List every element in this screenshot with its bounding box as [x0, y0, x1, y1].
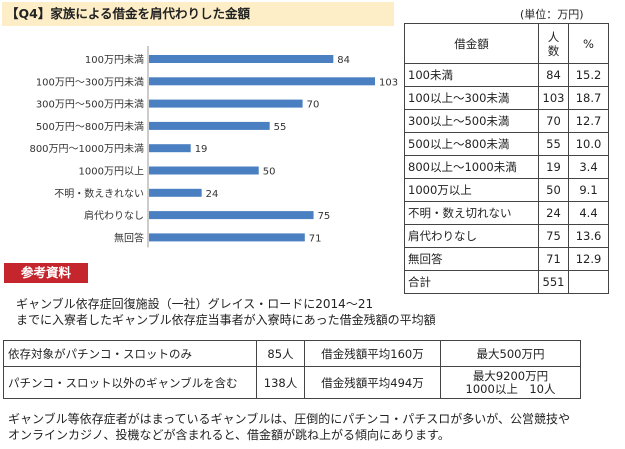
bar: [149, 211, 314, 220]
row-percent: 15.2: [568, 63, 609, 87]
row-count: 24: [538, 201, 569, 225]
value-label: 70: [307, 100, 320, 111]
row-percent: 10.0: [568, 132, 609, 156]
value-label: 24: [206, 189, 219, 200]
ref-avg-1: 借金残額平均160万: [304, 340, 441, 367]
ref-max-2-line1: 最大9200万円: [472, 368, 549, 383]
bar: [149, 144, 191, 153]
row-amount: 無回答: [404, 247, 539, 271]
total-empty: [568, 270, 609, 294]
value-label: 50: [263, 167, 276, 178]
row-count: 55: [538, 132, 569, 156]
value-label: 55: [274, 122, 287, 133]
row-percent: 13.6: [568, 224, 609, 248]
reference-intro-line2: までに入寮者したギャンブル依存症当事者が入寮時にあった借金残額の平均額: [16, 313, 436, 327]
total-value: 551: [538, 270, 569, 294]
reference-intro-line1: ギャンブル依存症回復施設（一社）グレイス・ロードに2014～21: [16, 297, 374, 311]
row-count: 19: [538, 155, 569, 179]
row-count: 50: [538, 178, 569, 202]
total-label: 合計: [404, 270, 539, 294]
header-percent: %: [568, 23, 609, 64]
table-row: パチンコ・スロット以外のギャンブルを含む 138人 借金残額平均494万 最大9…: [3, 366, 581, 399]
row-amount: 300以上～500未満: [404, 109, 539, 133]
category-label: 肩代わりなし: [84, 209, 144, 222]
table-row: 100以上～300未満 103 18.7: [404, 86, 609, 110]
row-percent: 9.1: [568, 178, 609, 202]
row-percent: 4.4: [568, 201, 609, 225]
reference-table: 依存対象がパチンコ・スロットのみ 85人 借金残額平均160万 最大500万円 …: [3, 340, 581, 399]
row-amount: 100未満: [404, 63, 539, 87]
bar: [149, 55, 334, 63]
footer-line1: ギャンブル等依存症者がはまっているギャンブルは、圧倒的にパチンコ・パチスロが多い…: [8, 412, 570, 426]
table-row: 無回答 71 12.9: [404, 247, 609, 271]
bar: [149, 188, 202, 197]
bar: [149, 99, 303, 108]
value-label: 19: [195, 144, 208, 155]
row-amount: 肩代わりなし: [404, 224, 539, 248]
row-amount: 500以上～800未満: [404, 132, 539, 156]
category-label: 100万円未満: [85, 54, 144, 66]
ref-target-2: パチンコ・スロット以外のギャンブルを含む: [3, 366, 257, 399]
table-row: 100未満 84 15.2: [404, 63, 609, 87]
bar-chart: 100万円未満 84 100万円～300万円未満 103 300万円～500万円未満 70…: [29, 46, 398, 248]
row-percent: 12.7: [568, 109, 609, 133]
row-count: 70: [538, 109, 569, 133]
table-row: 300以上～500未満 70 12.7: [404, 109, 609, 133]
ref-count-2: 138人: [256, 366, 305, 399]
row-count: 71: [538, 247, 569, 271]
unit-label: (単位：万円): [520, 8, 584, 21]
row-amount: 不明・数え切れない: [404, 201, 539, 225]
category-label: 不明・数えきれない: [54, 187, 144, 200]
chart-title: 【Q4】家族による借金を肩代わりした金額: [2, 2, 394, 26]
table-row: 不明・数え切れない 24 4.4: [404, 201, 609, 225]
bar: [149, 121, 270, 130]
value-label: 71: [309, 233, 322, 244]
footer-line2: オンラインカジノ、投機などが含まれると、借金額が跳ね上がる傾向にあります。: [8, 428, 450, 442]
ref-max-2-line2: 1000以上 10人: [465, 381, 556, 396]
table-row: 800以上～1000未満 19 3.4: [404, 155, 609, 179]
row-percent: 3.4: [568, 155, 609, 179]
table-row: 肩代わりなし 75 13.6: [404, 224, 609, 248]
bar: [149, 233, 305, 242]
value-label: 84: [337, 55, 350, 66]
reference-badge: 参考資料: [4, 263, 88, 283]
row-amount: 100以上～300未満: [404, 86, 539, 110]
ref-max-1: 最大500万円: [440, 340, 581, 367]
category-label: 100万円～300万円未満: [36, 76, 144, 88]
category-label: 800万円～1000万円未満: [29, 143, 144, 155]
row-count: 75: [538, 224, 569, 248]
header-count: 人数: [538, 23, 569, 64]
row-amount: 1000万以上: [404, 178, 539, 202]
row-count: 84: [538, 63, 569, 87]
value-label: 75: [318, 211, 331, 222]
category-label: 無回答: [114, 231, 144, 244]
table-header-row: 借金額 人数 %: [404, 23, 609, 64]
value-label: 103: [379, 77, 398, 88]
bar: [149, 77, 375, 86]
ref-max-2: 最大9200万円 1000以上 10人: [440, 366, 581, 399]
row-amount: 800以上～1000未満: [404, 155, 539, 179]
table-row: 500以上～800未満 55 10.0: [404, 132, 609, 156]
table-row: 依存対象がパチンコ・スロットのみ 85人 借金残額平均160万 最大500万円: [3, 340, 581, 367]
ref-count-1: 85人: [256, 340, 305, 367]
category-label: 500万円～800万円未満: [36, 121, 144, 133]
bar: [149, 166, 259, 175]
table-total-row: 合計 551: [404, 270, 609, 294]
row-percent: 18.7: [568, 86, 609, 110]
header-amount: 借金額: [404, 23, 539, 64]
category-label: 1000万円以上: [79, 166, 144, 178]
row-percent: 12.9: [568, 247, 609, 271]
category-label: 300万円～500万円未満: [36, 99, 144, 111]
ref-target-1: 依存対象がパチンコ・スロットのみ: [3, 340, 257, 367]
ref-avg-2: 借金残額平均494万: [304, 366, 441, 399]
table-row: 1000万以上 50 9.1: [404, 178, 609, 202]
row-count: 103: [538, 86, 569, 110]
amount-table: 借金額 人数 % 100未満 84 15.2 100以上～300未満 103 18.7 30…: [404, 23, 609, 294]
